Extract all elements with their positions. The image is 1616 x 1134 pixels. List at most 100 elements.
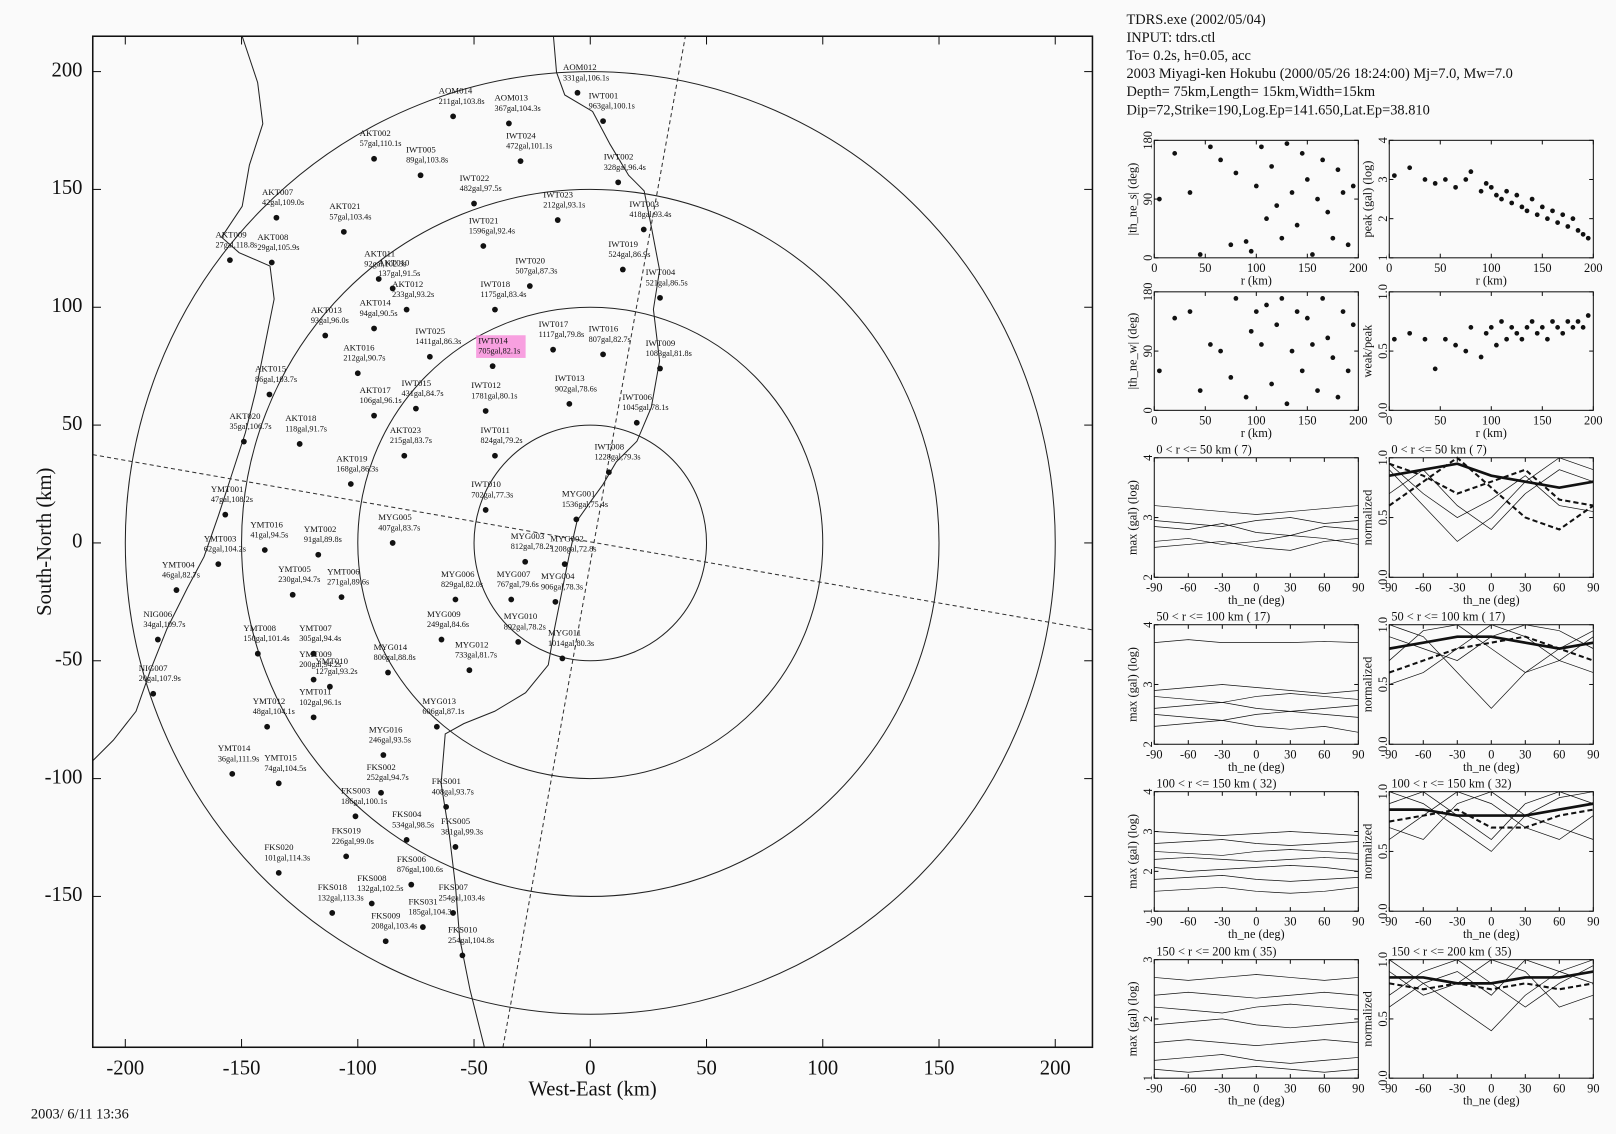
point <box>1585 313 1591 318</box>
x-tick-label: 150 <box>1533 414 1552 428</box>
point <box>1453 184 1458 190</box>
station <box>289 591 296 598</box>
station-label: 1781gal,80.1s <box>471 391 517 400</box>
x-tick-label: 0 <box>1488 914 1494 928</box>
station-name: FKS010 <box>448 925 478 935</box>
station-label: 1014gal,80.3s <box>548 639 594 648</box>
panel-title: 150 < r <= 200 km ( 35) <box>1391 944 1511 958</box>
station <box>275 780 282 787</box>
x-tick-label: 30 <box>1284 747 1296 761</box>
point <box>1274 203 1280 208</box>
y-tick-label: 4 <box>1141 622 1155 628</box>
station <box>600 351 606 358</box>
x-tick-label: 100 <box>807 1058 838 1080</box>
line-chart: -90 -60 -30 0 30 60 90 1 2 3 th_ne (deg) max (gal) … <box>1126 944 1365 1107</box>
station-label: 62gal,104.2s <box>204 545 246 554</box>
point <box>1463 348 1469 354</box>
point <box>1310 342 1315 347</box>
y-tick-label: 180 <box>1141 283 1155 302</box>
point <box>1504 188 1509 194</box>
curve <box>1154 974 1359 981</box>
x-tick-label: 50 <box>1434 261 1446 275</box>
y-tick-label: 90 <box>1141 193 1155 205</box>
point <box>1534 330 1540 336</box>
station-label: 101gal,114.3s <box>264 853 310 862</box>
y-tick-label: 1.0 <box>1376 952 1390 967</box>
station <box>480 243 487 249</box>
curve <box>1154 1003 1359 1014</box>
station-label: 1117gal,79.8s <box>539 330 585 339</box>
station-name: AKT002 <box>360 128 391 138</box>
station-label: 331gal,106.1s <box>563 73 609 82</box>
x-tick-label: -50 <box>460 1058 487 1080</box>
point <box>1289 348 1295 354</box>
point <box>1529 196 1535 202</box>
point <box>1208 144 1213 150</box>
station-label: 906gal,78.3s <box>541 582 583 591</box>
curve <box>1154 991 1359 999</box>
station-name: MYG013 <box>422 696 456 706</box>
station <box>657 294 663 301</box>
station-name: FKS009 <box>371 910 401 920</box>
point <box>1243 394 1249 400</box>
point <box>1228 375 1234 380</box>
x-tick-label: 60 <box>1318 747 1330 761</box>
station <box>310 714 317 721</box>
station-label: 215gal,83.7s <box>390 436 432 445</box>
station-label: 230gal,94.7s <box>278 575 320 584</box>
station-label: 807gal,82.7s <box>589 335 631 344</box>
station-label: 212gal,93.1s <box>543 201 585 210</box>
x-tick-label: -60 <box>1180 747 1196 761</box>
y-tick-label: 1.0 <box>1376 284 1390 299</box>
x-tick-label: -90 <box>1146 747 1162 761</box>
x-tick-label: 60 <box>1553 914 1565 928</box>
station-name: MYG001 <box>562 489 596 499</box>
station-label: 418gal,93.4s <box>629 210 671 219</box>
panel-title: 0 < r <= 50 km ( 7) <box>1391 442 1486 456</box>
station <box>459 952 466 959</box>
point <box>1570 216 1576 222</box>
station-label: 208gal,103.4s <box>371 922 417 931</box>
station-name: AKT011 <box>364 248 395 258</box>
point <box>1432 181 1438 186</box>
point <box>1228 242 1234 248</box>
station-name: AOM014 <box>439 86 473 96</box>
station <box>173 587 180 593</box>
point <box>1218 157 1223 163</box>
station-name: IWT005 <box>406 145 436 155</box>
station-name: MYG012 <box>455 639 489 649</box>
station <box>554 217 561 223</box>
station-label: 226gal,99.0s <box>332 837 374 846</box>
station-label: 86gal,103.7s <box>255 375 297 384</box>
point <box>1289 190 1295 195</box>
station <box>615 179 622 186</box>
station-name: IWT024 <box>506 130 536 140</box>
x-axis-label: th_ne (deg) <box>1228 760 1285 774</box>
station-label: 963gal,100.1s <box>589 102 635 111</box>
x-axis-label: r (km) <box>1241 273 1272 287</box>
station-label: 91gal,89.8s <box>304 535 342 544</box>
station <box>605 469 612 476</box>
x-tick-label: 30 <box>1519 747 1531 761</box>
line-chart: -90 -60 -30 0 30 60 90 0.0 0.5 1.0 th_ne (deg) norm… <box>1360 442 1599 606</box>
station <box>403 306 410 313</box>
station <box>526 283 533 289</box>
y-tick-label: 4 <box>1141 455 1155 461</box>
x-axis-label: th_ne (deg) <box>1463 1094 1520 1108</box>
y-tick-label: 0.0 <box>1376 737 1390 752</box>
x-axis-label: r (km) <box>1476 273 1507 287</box>
x-axis-label: r (km) <box>1476 426 1507 440</box>
point <box>1534 212 1540 218</box>
station-name: YMT001 <box>211 484 244 494</box>
point <box>1325 209 1331 215</box>
point <box>1325 335 1331 341</box>
x-tick-label: -60 <box>1180 580 1196 594</box>
station-name: IWT012 <box>471 380 501 390</box>
station <box>452 596 459 603</box>
y-axis-label: normalized <box>1360 990 1374 1046</box>
curve <box>1389 959 1594 1008</box>
x-tick-label: 0 <box>1386 261 1392 275</box>
station-name: YMT011 <box>299 687 331 697</box>
header-line: 2003 Miyagi-ken Hokubu (2000/05/26 18:24… <box>1126 66 1512 82</box>
station-label: 1083gal,81.8s <box>646 349 692 358</box>
